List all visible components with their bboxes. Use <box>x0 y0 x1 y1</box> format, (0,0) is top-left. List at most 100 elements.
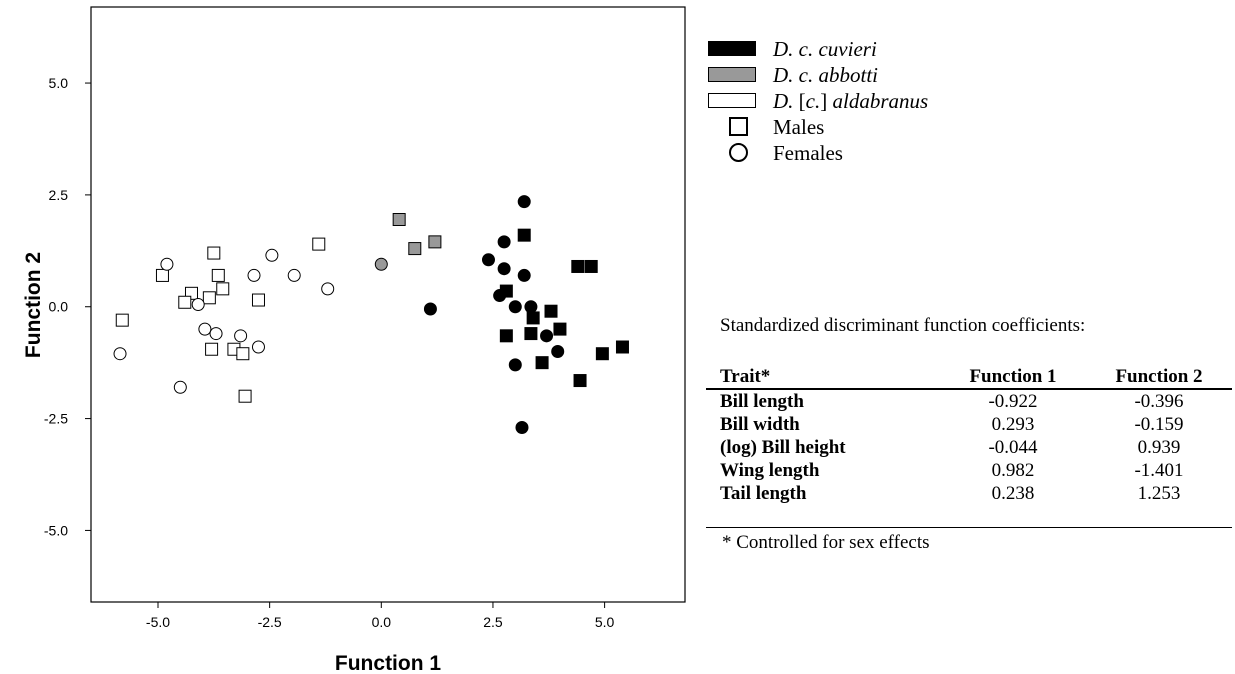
function-2-cell: -1.401 <box>1134 460 1184 481</box>
y-tick-label: 2.5 <box>49 187 69 203</box>
data-point-female-cuvieri <box>517 268 531 282</box>
table-row: (log) Bill height -0.044 0.939 <box>706 436 1232 459</box>
data-point-male-aldabranus <box>202 291 216 305</box>
data-point-male-cuvieri <box>584 259 598 273</box>
data-point-female-aldabranus <box>265 248 279 262</box>
trait-cell: Bill width <box>720 414 800 435</box>
data-point-female-aldabranus <box>173 380 187 394</box>
data-point-male-cuvieri <box>526 311 540 325</box>
function-1-cell: 0.982 <box>991 460 1035 481</box>
y-tick-label: -5.0 <box>44 522 68 538</box>
data-point-female-aldabranus <box>113 347 127 361</box>
data-point-female-aldabranus <box>287 268 301 282</box>
data-points <box>113 195 629 435</box>
data-point-male-cuvieri <box>573 374 587 388</box>
header-function-1: Function 1 <box>940 365 1086 390</box>
y-axis-ticks: 5.0 2.5 0.0 -2.5 -5.0 <box>44 75 91 538</box>
data-point-female-cuvieri <box>508 358 522 372</box>
data-point-male-cuvieri <box>595 347 609 361</box>
y-tick-label: 0.0 <box>49 299 69 315</box>
legend-swatch-aldabranus <box>708 93 756 108</box>
data-point-male-aldabranus <box>205 342 219 356</box>
function-2-cell: -0.159 <box>1134 414 1184 435</box>
data-point-female-aldabranus <box>160 257 174 271</box>
data-point-female-aldabranus <box>191 298 205 311</box>
y-axis-title: Function 2 <box>22 252 45 358</box>
data-point-female-cuvieri <box>423 302 437 316</box>
coefficients-panel: Standardized discriminant function coeff… <box>706 310 1232 554</box>
data-point-female-aldabranus <box>251 340 265 354</box>
table-row: Tail length 0.238 1.253 <box>706 482 1232 528</box>
data-point-female-aldabranus <box>247 268 261 282</box>
data-point-female-cuvieri <box>551 344 565 358</box>
trait-cell: Tail length <box>706 482 940 528</box>
data-point-male-cuvieri <box>535 356 549 370</box>
data-point-female-cuvieri <box>497 262 511 276</box>
data-point-male-aldabranus <box>178 295 192 309</box>
data-point-male-abbotti <box>408 242 422 256</box>
coefficients-footnote: * Controlled for sex effects <box>722 532 930 553</box>
data-point-male-aldabranus <box>312 237 326 251</box>
data-point-female-cuvieri <box>508 300 522 314</box>
data-point-male-aldabranus <box>238 389 252 403</box>
x-tick-label: 0.0 <box>372 614 392 630</box>
header-trait: Trait* <box>706 365 940 390</box>
data-point-male-aldabranus <box>251 293 265 307</box>
data-point-female-cuvieri <box>481 253 495 267</box>
data-point-male-cuvieri <box>524 327 538 341</box>
y-tick-label: 5.0 <box>49 75 69 91</box>
legend-swatch-cuvieri <box>708 41 756 56</box>
scatter-plot: -5.0 -2.5 0.0 2.5 5.0 5.0 2.5 0.0 -2.5 -5.0 Func… <box>22 6 686 674</box>
data-point-male-cuvieri <box>615 340 629 354</box>
data-point-female-aldabranus <box>321 282 335 296</box>
x-axis-title: Function 1 <box>335 652 441 674</box>
trait-cell: (log) Bill height <box>720 437 846 458</box>
table-row: Bill length -0.922 -0.396 <box>706 389 1232 413</box>
plot-frame <box>90 6 686 603</box>
x-tick-label: -5.0 <box>146 614 170 630</box>
data-point-male-aldabranus <box>207 246 221 260</box>
data-point-male-cuvieri <box>517 228 531 242</box>
table-row: Bill width 0.293 -0.159 <box>706 413 1232 436</box>
function-1-cell: -0.044 <box>988 437 1038 458</box>
data-point-male-aldabranus <box>211 268 225 282</box>
circle-marker-icon <box>729 143 748 162</box>
data-point-male-aldabranus <box>115 313 129 327</box>
function-2-cell: -0.396 <box>1134 391 1184 412</box>
legend-label-females: Females <box>773 141 843 165</box>
x-tick-label: 5.0 <box>595 614 615 630</box>
data-point-male-cuvieri <box>499 329 513 343</box>
trait-cell: Bill length <box>720 391 804 412</box>
data-point-female-aldabranus <box>209 327 223 341</box>
function-1-cell: 0.238 <box>940 482 1086 528</box>
data-point-female-aldabranus <box>234 329 248 343</box>
y-tick-label: -2.5 <box>44 411 68 427</box>
legend-label-cuvieri: D. c. cuvieri <box>773 37 877 61</box>
data-point-male-cuvieri <box>571 259 585 273</box>
trait-cell: Wing length <box>720 460 820 481</box>
data-point-male-cuvieri <box>553 322 567 336</box>
data-point-female-aldabranus <box>198 322 212 336</box>
data-point-female-abbotti <box>374 257 388 271</box>
function-1-cell: -0.922 <box>988 391 1038 412</box>
data-point-female-cuvieri <box>515 421 529 435</box>
data-point-male-aldabranus <box>236 347 250 361</box>
data-point-male-cuvieri <box>544 304 558 318</box>
x-tick-label: -2.5 <box>258 614 282 630</box>
data-point-male-aldabranus <box>155 268 169 282</box>
data-point-male-aldabranus <box>216 282 230 296</box>
header-function-2: Function 2 <box>1085 365 1232 390</box>
data-point-male-abbotti <box>392 213 406 226</box>
legend-label-males: Males <box>773 115 825 139</box>
function-2-cell: 0.939 <box>1137 437 1181 458</box>
x-tick-label: 2.5 <box>483 614 503 630</box>
legend-label-aldabranus: D. [c.] aldabranus <box>773 89 929 113</box>
data-point-female-cuvieri <box>497 235 511 249</box>
coefficients-caption: Standardized discriminant function coeff… <box>720 315 1086 336</box>
data-point-male-abbotti <box>428 235 442 249</box>
data-point-female-cuvieri <box>524 300 538 314</box>
function-2-cell: 1.253 <box>1085 482 1232 528</box>
function-1-cell: 0.293 <box>991 414 1035 435</box>
table-header-row: Trait* Function 1 Function 2 <box>706 365 1232 390</box>
data-point-female-cuvieri <box>540 329 554 343</box>
